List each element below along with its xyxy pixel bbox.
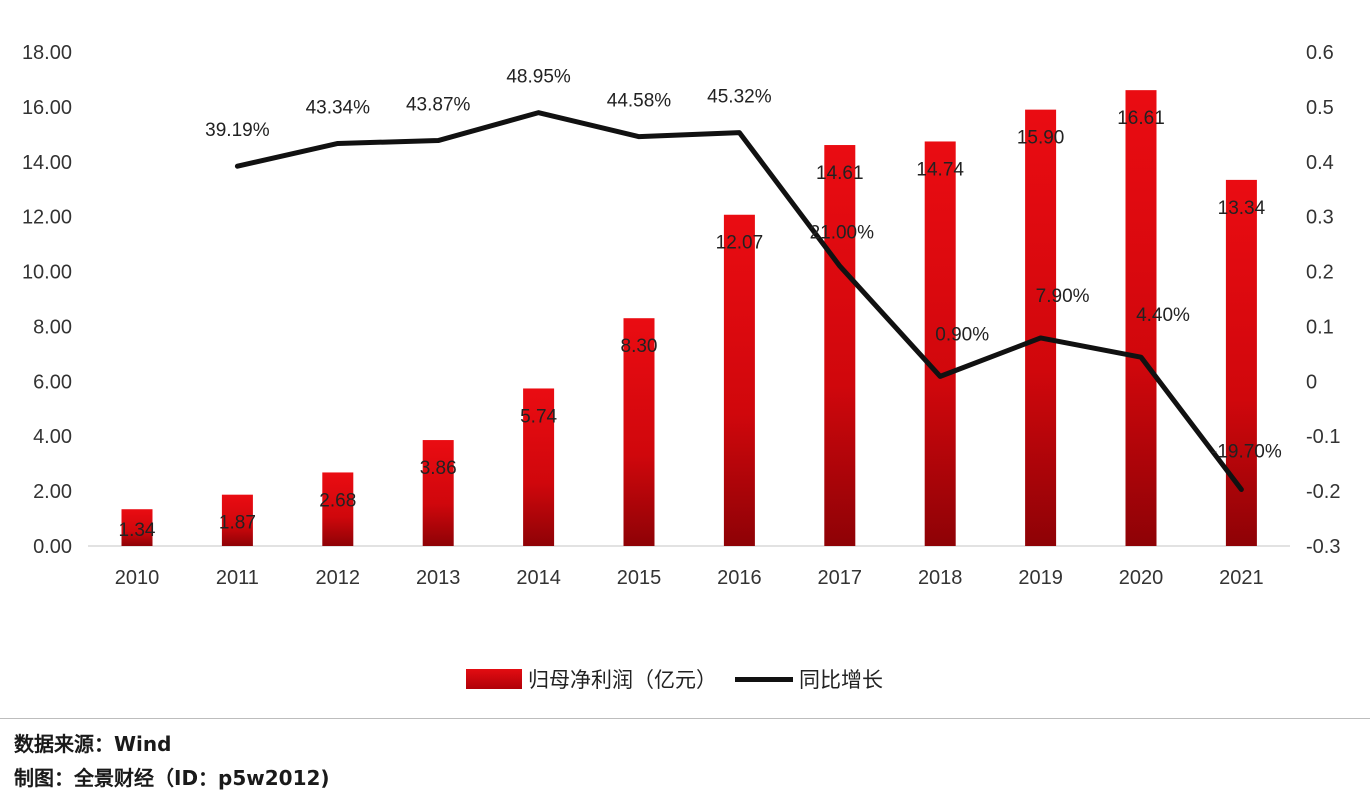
data-source-text: 数据来源：Wind	[14, 732, 172, 756]
growth-value-label: 43.87%	[406, 95, 471, 116]
bar-2019	[1025, 109, 1057, 546]
right-axis-tick: 0.1	[1306, 316, 1334, 338]
x-axis-label: 2012	[316, 567, 361, 589]
growth-value-label: 44.58%	[607, 91, 672, 112]
left-axis-tick: 8.00	[33, 316, 72, 338]
bar-2011	[221, 494, 253, 546]
x-axis-label: 2016	[717, 567, 762, 589]
bar-2014	[523, 388, 555, 546]
left-axis-tick: 14.00	[22, 152, 72, 174]
bar-value-label: 2.68	[319, 490, 356, 511]
bar-series	[121, 90, 1257, 547]
x-axis-label: 2019	[1018, 567, 1063, 589]
left-axis-tick: 16.00	[22, 97, 72, 119]
growth-value-label: 48.95%	[506, 67, 571, 88]
legend-line-swatch	[735, 676, 793, 682]
x-axis-labels: 2010 2011 2012 2013 2014 2015 2016 2017 2018 2019…	[115, 567, 1264, 589]
legend-bar-label: 归母净利润（亿元）	[528, 668, 717, 692]
right-axis-tick: -0.2	[1306, 481, 1340, 503]
growth-value-label: 43.34%	[306, 97, 371, 118]
left-axis-tick: 18.00	[22, 42, 72, 64]
growth-value-label: 45.32%	[707, 87, 772, 108]
chart-legend: 归母净利润（亿元） 同比增长	[466, 664, 883, 694]
right-axis-tick: -0.1	[1306, 426, 1340, 448]
chart-credit-text: 制图：全景财经（ID：p5w2012)	[14, 766, 330, 790]
right-axis-tick: 0.4	[1306, 152, 1334, 174]
bar-value-label: 15.90	[1017, 128, 1065, 149]
right-axis-tick: 0.6	[1306, 42, 1334, 64]
left-axis-tick: 12.00	[22, 207, 72, 229]
bar-value-label: 1.87	[219, 513, 256, 534]
bar-value-label: 14.74	[916, 159, 964, 180]
x-axis-label: 2011	[216, 567, 259, 589]
growth-value-label: 7.90%	[1036, 286, 1090, 307]
bar-2018	[924, 141, 956, 547]
left-axis-tick: 0.00	[33, 536, 72, 558]
line-data-labels: 39.19% 43.34% 43.87% 48.95% 44.58% 45.32% 21.0…	[205, 67, 1282, 463]
left-axis-tick: 2.00	[33, 481, 72, 503]
legend-line-label: 同比增长	[799, 668, 883, 692]
bar-2015	[623, 318, 655, 546]
x-axis-label: 2015	[617, 567, 662, 589]
left-axis-tick: 6.00	[33, 371, 72, 393]
left-y-axis: 0.00 2.00 4.00 6.00 8.00 10.00 12.00 14.00 16.00…	[22, 42, 72, 558]
x-axis-label: 2018	[918, 567, 963, 589]
bar-value-label: 12.07	[716, 233, 764, 254]
bar-2010	[121, 509, 153, 546]
growth-value-label: 0.90%	[935, 324, 989, 345]
x-axis-label: 2021	[1219, 567, 1264, 589]
bar-2013	[422, 440, 454, 546]
x-axis-label: 2017	[818, 567, 863, 589]
bar-value-label: 13.34	[1218, 198, 1266, 219]
growth-value-label: 21.00%	[810, 223, 875, 244]
right-axis-tick: 0.5	[1306, 97, 1334, 119]
legend-bar-swatch	[466, 669, 522, 689]
x-axis-label: 2020	[1119, 567, 1164, 589]
bar-2012	[322, 472, 354, 546]
left-axis-tick: 10.00	[22, 262, 72, 284]
bar-value-label: 16.61	[1117, 108, 1165, 129]
bar-value-label: 14.61	[816, 163, 864, 184]
right-axis-tick: 0.3	[1306, 207, 1334, 229]
x-axis-label: 2013	[416, 567, 461, 589]
left-axis-tick: 4.00	[33, 426, 72, 448]
bar-value-label: 1.34	[119, 520, 156, 541]
right-axis-tick: 0.2	[1306, 262, 1334, 284]
bar-2017	[824, 145, 856, 546]
growth-value-label: -19.70%	[1211, 441, 1282, 462]
bar-data-labels: 1.34 1.87 2.68 3.86 5.74 8.30 12.07 14.61 14.74 1…	[119, 108, 1266, 541]
bar-2020	[1125, 90, 1157, 547]
bar-value-label: 5.74	[520, 406, 557, 427]
x-axis-label: 2010	[115, 567, 160, 589]
combo-chart: 0.00 2.00 4.00 6.00 8.00 10.00 12.00 14.00 16.00…	[22, 42, 1341, 589]
footer-divider	[0, 718, 1370, 719]
right-axis-tick: 0	[1306, 371, 1317, 393]
right-y-axis: -0.3 -0.2 -0.1 0 0.1 0.2 0.3 0.4 0.5 0.6	[1306, 42, 1340, 558]
bar-value-label: 3.86	[420, 458, 457, 479]
bar-2016	[723, 214, 755, 547]
bar-2021	[1225, 179, 1257, 546]
growth-line-series	[234, 110, 1244, 492]
growth-value-label: 39.19%	[205, 120, 270, 141]
bar-value-label: 8.30	[621, 336, 658, 357]
growth-value-label: 4.40%	[1136, 305, 1190, 326]
right-axis-tick: -0.3	[1306, 536, 1340, 558]
x-axis-label: 2014	[516, 567, 561, 589]
